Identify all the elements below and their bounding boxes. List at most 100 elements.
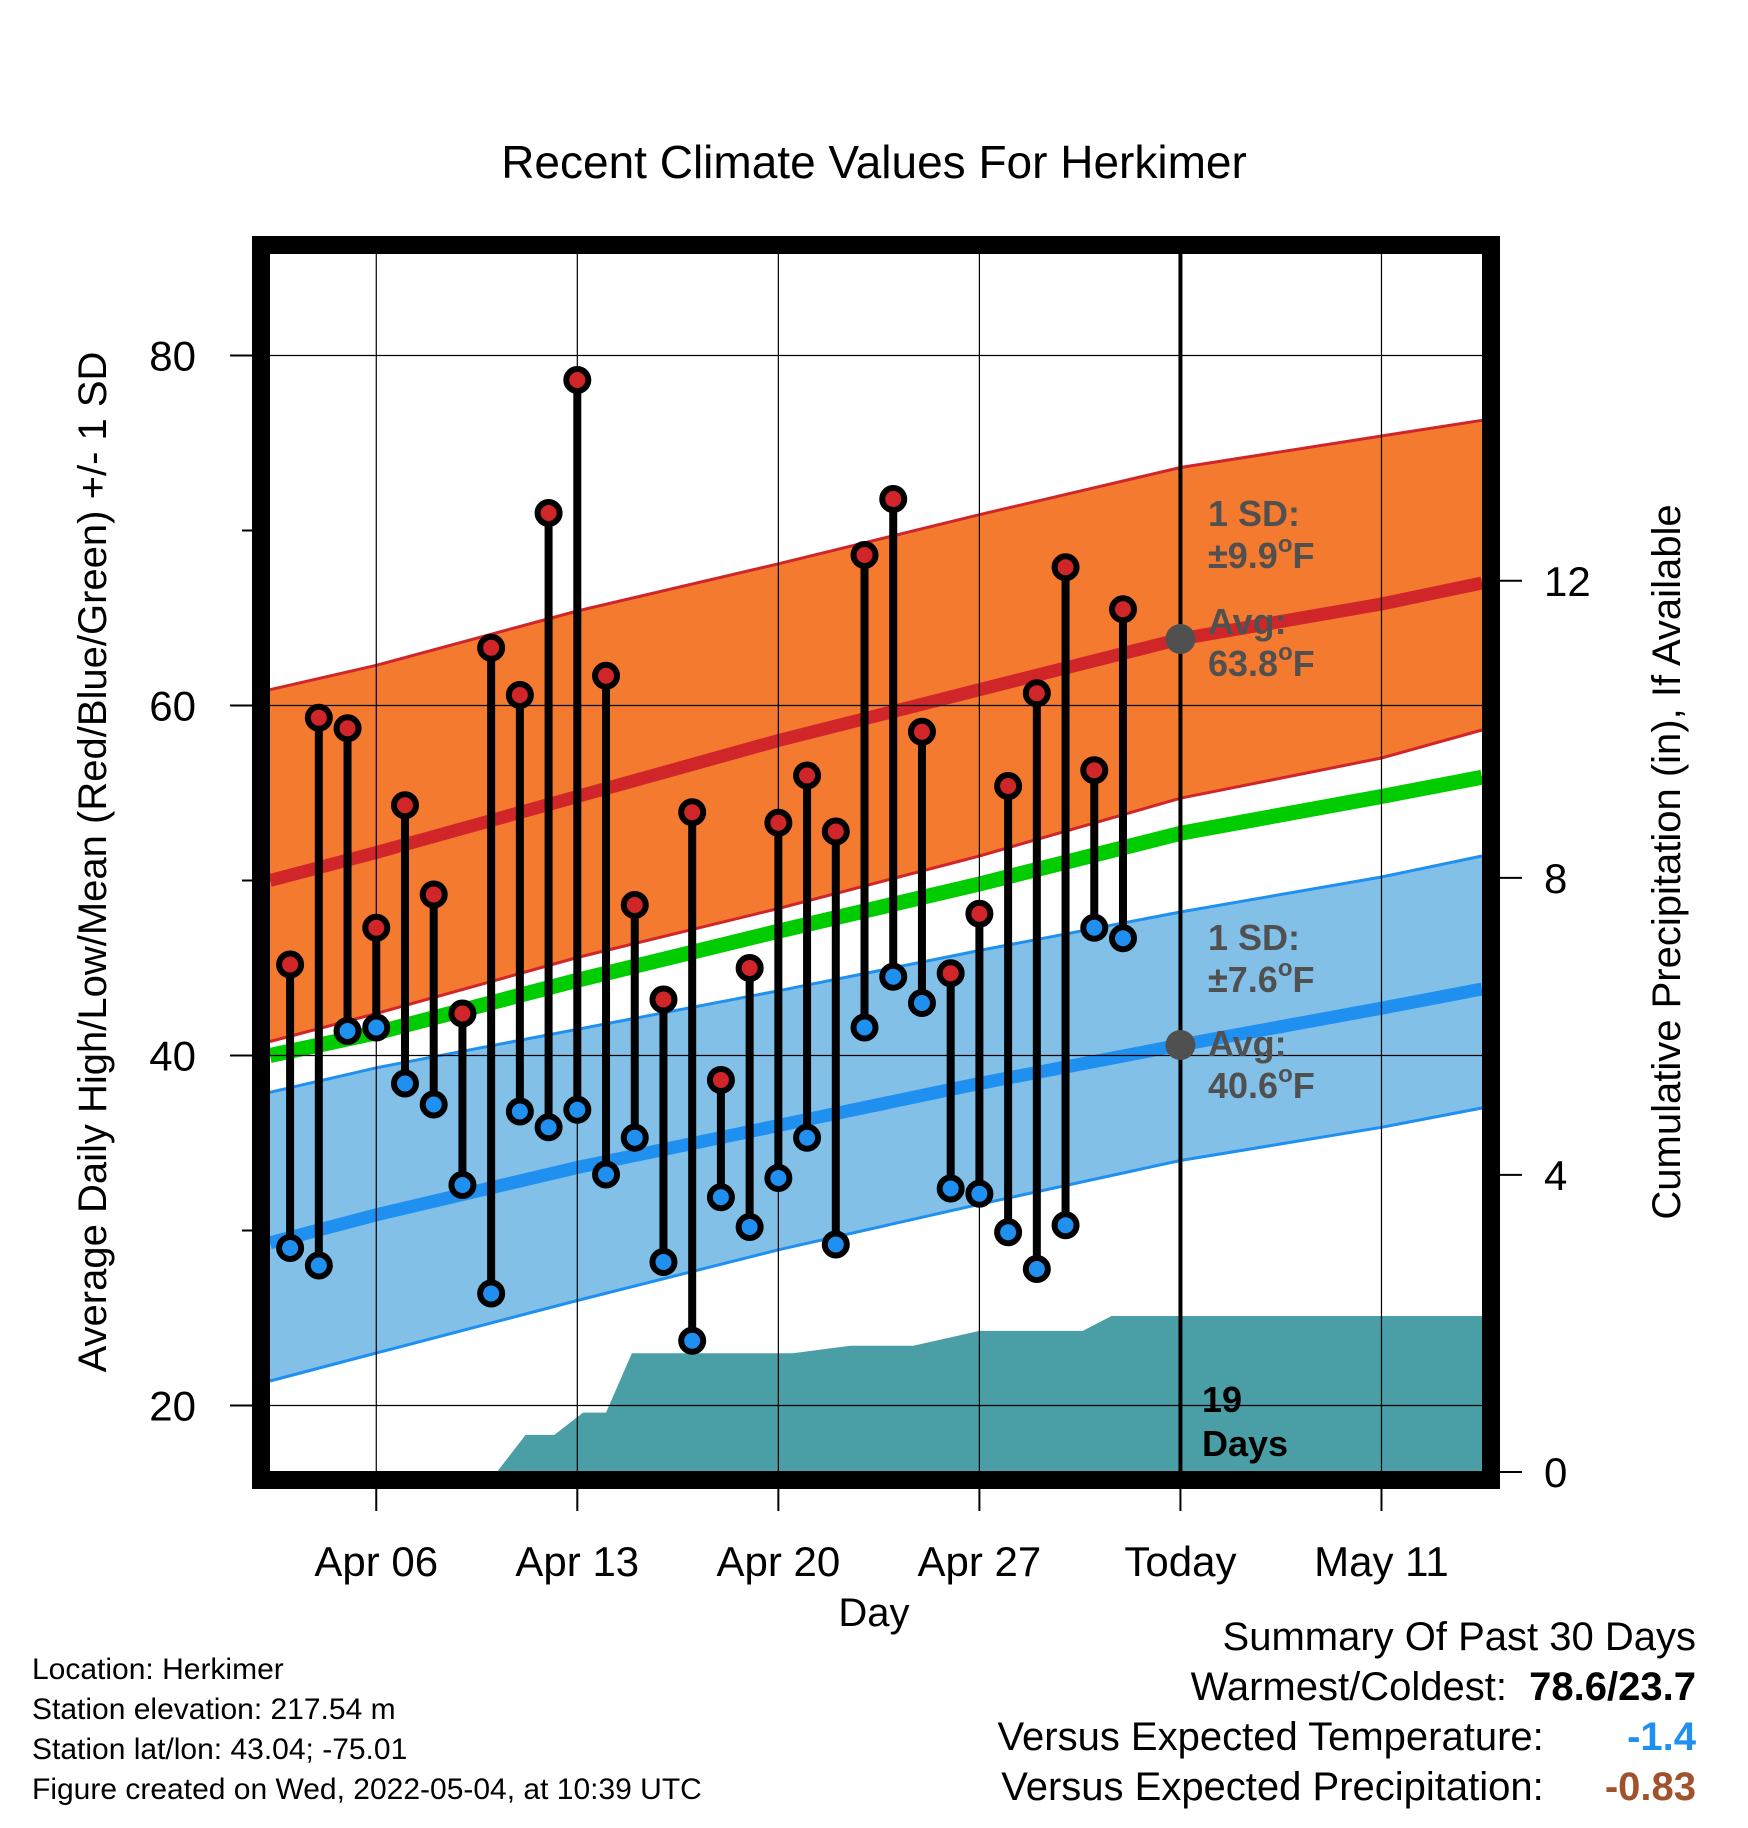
observed-day [821,817,850,1259]
y-axis-label-left: Average Daily High/Low/Mean (Red/Blue/Gr… [71,352,115,1373]
observed-day [333,714,362,1045]
y-tick-label: 80 [149,333,196,380]
summary-temp-row: Versus Expected Temperature: -1.4 [998,1712,1696,1762]
observed-high-point [1080,756,1109,785]
observed-low-point [1051,1211,1080,1240]
x-tick-label: Apr 13 [515,1538,639,1585]
observed-low-point [936,1174,965,1203]
observed-day [563,366,592,1124]
observed-day [879,485,908,991]
unit-f: F [1293,643,1315,684]
precip-area [270,1316,1482,1472]
today-high-avg-dot [1165,624,1196,654]
created-text: Figure created on Wed, 2022-05-04, at 10… [32,1773,702,1806]
y-right-tick-label: 8 [1544,855,1567,902]
observed-high-point [879,485,908,513]
normal-high-lower-edge [269,728,1483,1043]
y-tick-label: 20 [149,1383,196,1430]
observed-low-point [304,1251,333,1280]
observed-high-point [850,541,879,569]
y-tick-label: 40 [149,1033,196,1080]
observed-high-point [764,808,793,837]
observed-low-point [907,989,936,1017]
low-avg-value: 40.6oF [1208,1061,1315,1106]
observed-high-point [477,633,506,662]
observed-day [907,717,936,1017]
observed-day [505,681,534,1126]
chart-title: Recent Climate Values For Herkimer [501,136,1247,188]
normal-high-mean-line [268,576,1484,887]
observed-low-point [592,1160,621,1189]
observed-high-point [333,714,362,743]
warmest-value: 78.6/23.7 [1529,1665,1696,1709]
temp-label: Versus Expected Temperature: [997,1715,1544,1759]
observed-low-point [678,1326,707,1355]
degree-sign: o [1278,955,1293,982]
normal-low-upper-edge [269,854,1483,1094]
observed-low-point [333,1017,362,1045]
low-sd-label: 1 SD: [1208,917,1300,958]
observed-low-point [534,1113,563,1142]
observed-low-point [879,962,908,991]
y-axis-left: 20 40 60 80 [149,333,252,1430]
unit-f: F [1293,1065,1315,1106]
observed-high-point [534,499,563,527]
observed-day [276,950,305,1262]
observed-day [390,791,419,1098]
observed-low-point [1080,913,1109,942]
observed-low-point [735,1213,764,1241]
observed-temps [276,366,1137,1355]
observed-high-point [678,798,707,827]
y-right-tick-label: 12 [1544,558,1591,605]
high-sd-label: 1 SD: [1208,493,1300,534]
y-axis-label-right: Cumulative Precipitation (in), If Availa… [1645,504,1689,1219]
observed-day [764,808,793,1192]
y-right-tick-label: 4 [1544,1152,1567,1199]
observed-day [534,499,563,1142]
observed-low-point [706,1183,735,1212]
observed-low-point [477,1279,506,1308]
observed-low-point [620,1123,649,1152]
high-sd-number: ±9.9 [1208,535,1278,576]
observed-high-point [390,791,419,820]
low-sd-number: ±7.6 [1208,959,1278,1000]
low-sd-value: ±7.6oF [1208,955,1314,1000]
observed-day [1108,595,1137,953]
plot-frame [252,236,1500,1489]
observed-high-point [1051,553,1080,582]
latlon-text: Station lat/lon: 43.04; -75.01 [32,1733,408,1766]
observed-high-point [821,817,850,846]
observed-high-point [1022,679,1051,708]
observed-day [936,959,965,1203]
observed-day [850,541,879,1042]
observed-low-point [850,1013,879,1042]
observed-day [735,954,764,1241]
x-tick-label: May 11 [1314,1538,1449,1585]
observed-high-point [362,913,391,942]
observed-low-point [994,1218,1023,1247]
observed-low-point [1022,1255,1051,1283]
observed-day [965,899,994,1208]
y-tick-label: 60 [149,683,196,730]
precip-days-annotation: 19 Days [1202,1379,1288,1464]
observed-high-point [304,703,333,732]
x-tick-label: Apr 27 [918,1538,1042,1585]
summary-precip-row: Versus Expected Precipitation: -0.83 [998,1762,1696,1812]
x-tick-label: Today [1124,1538,1236,1585]
warmest-label: Warmest/Coldest: [1190,1665,1507,1709]
observed-high-point [505,681,534,709]
observed-high-point [1108,595,1137,624]
observed-high-point [793,761,822,790]
observed-low-point [1108,924,1137,953]
plot-area [268,254,1484,1472]
location-text: Location: Herkimer [32,1653,284,1686]
precip-label: Versus Expected Precipitation: [1001,1765,1544,1809]
degree-sign: o [1278,639,1293,666]
precip-days-number: 19 [1202,1379,1242,1420]
unit-f: F [1292,535,1314,576]
high-annotation: 1 SD: ±9.9oF Avg: 63.8oF [1208,493,1315,684]
low-avg-label: Avg: [1208,1023,1287,1064]
normal-high-upper-edge [269,418,1483,692]
observed-day [620,891,649,1152]
